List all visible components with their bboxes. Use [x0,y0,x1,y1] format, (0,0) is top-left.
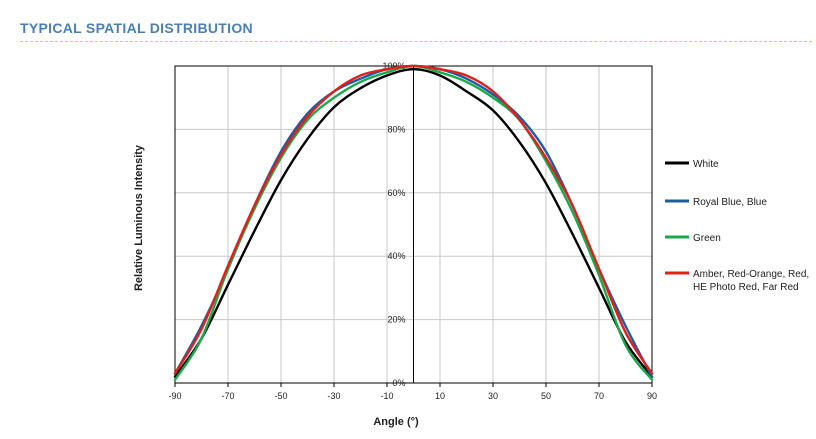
y-tick-label: 20% [387,315,405,325]
y-tick-label: 80% [387,124,405,134]
grid-lines [175,66,652,383]
x-tick-label: 10 [435,391,445,401]
title-divider [20,41,812,42]
legend-label: Amber, Red-Orange, Red, HE Photo Red, Far… [693,269,809,293]
x-axis-label: Angle (°) [373,416,419,428]
series-line-amber-red-orange-red-he-photo-red-far-red [173,64,654,375]
x-tick-label: -30 [327,391,340,401]
series-lines [173,64,654,381]
section-title: TYPICAL SPATIAL DISTRIBUTION [20,20,253,36]
y-tick-label: 0% [392,378,405,388]
x-tick-label: 90 [647,391,657,401]
x-tick-label: -90 [168,391,181,401]
x-tick-label: -70 [221,391,234,401]
x-tick-label: -50 [274,391,287,401]
x-tick-label: 70 [594,391,604,401]
series-line-white [173,68,654,378]
y-tick-label: 100% [382,61,405,71]
legend-label: White [693,159,719,170]
x-tick-label: 30 [488,391,498,401]
tick-labels: -90 -70 -50 -30 -10 10 30 50 70 90 0% 20% 40% 60% 80% 1… [168,61,657,401]
x-tick-label: -10 [380,391,393,401]
y-tick-label: 40% [387,251,405,261]
legend: White Royal Blue, Blue Green Amber, Red-Ora… [665,159,809,293]
y-tick-label: 60% [387,188,405,198]
y-axis-label: Relative Luminous Intensity [133,144,145,291]
legend-label: Green [693,233,721,244]
x-tick-label: 50 [541,391,551,401]
legend-label: Royal Blue, Blue [693,197,767,208]
